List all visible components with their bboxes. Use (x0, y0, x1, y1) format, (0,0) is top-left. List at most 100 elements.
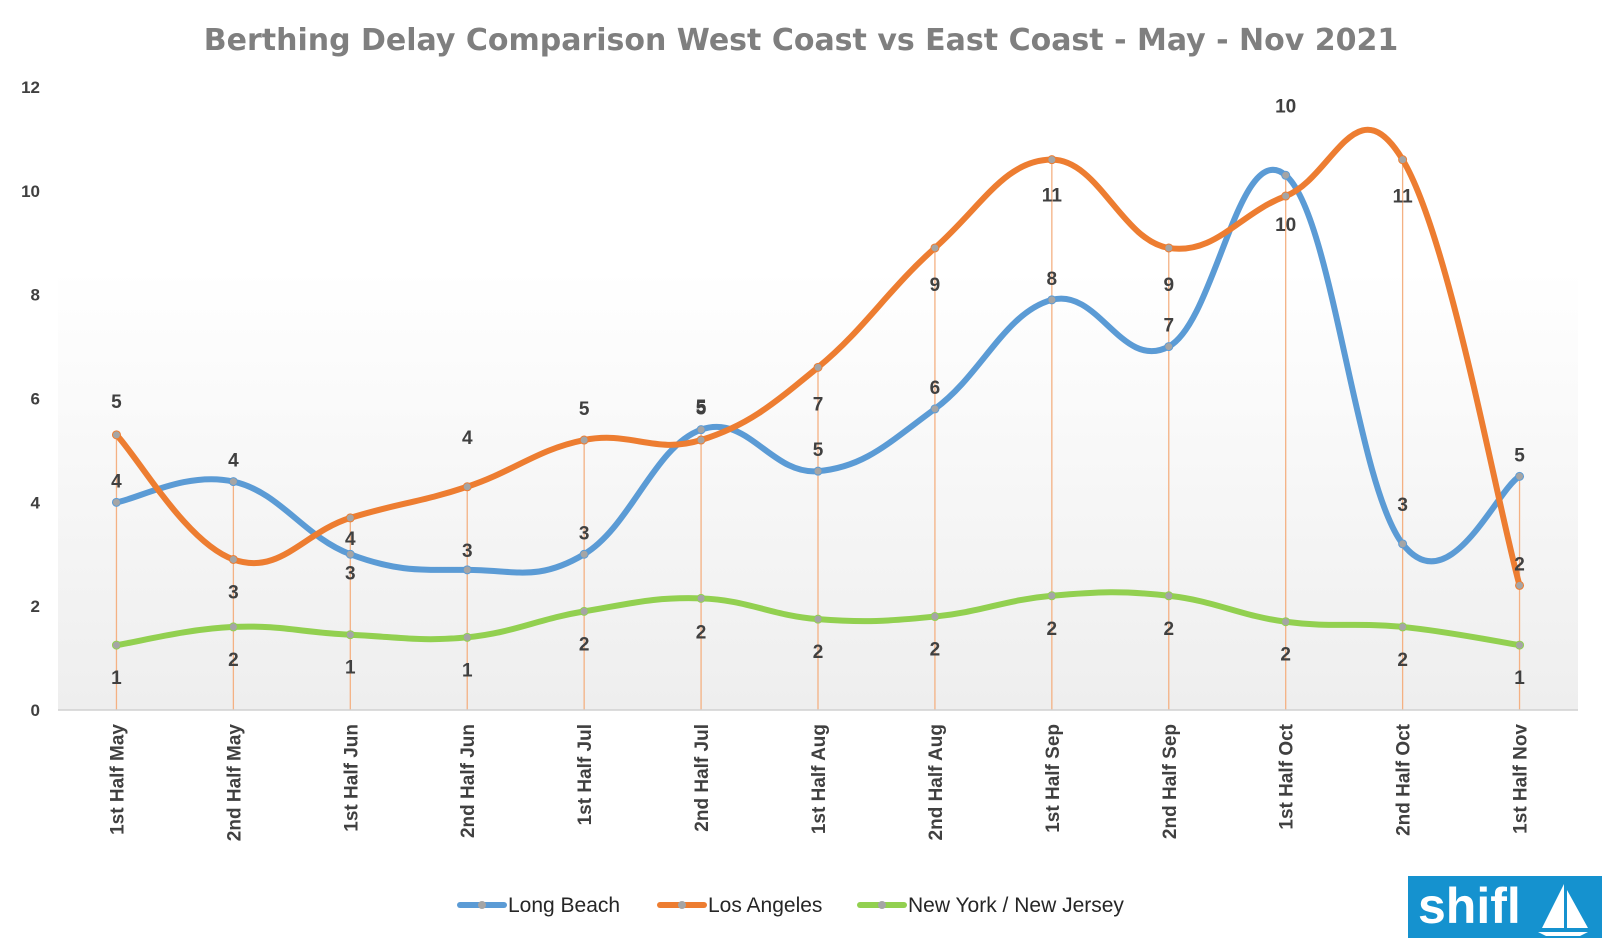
x-tick-label: 2nd Half Aug (926, 724, 947, 840)
data-label-new-york-new-jersey: 2 (579, 634, 590, 655)
data-label-new-york-new-jersey: 2 (930, 640, 941, 661)
data-label-new-york-new-jersey: 1 (1514, 668, 1525, 689)
data-point-long-beach (228, 477, 238, 487)
data-label-long-beach: 8 (1047, 269, 1058, 290)
x-tick-label: 2nd Half Oct (1394, 723, 1415, 836)
data-label-long-beach: 4 (111, 471, 122, 492)
data-point-long-beach (1164, 342, 1174, 352)
data-label-new-york-new-jersey: 2 (1163, 619, 1174, 640)
data-point-new-york-new-jersey (462, 632, 472, 642)
data-label-long-beach: 3 (462, 541, 473, 562)
data-point-new-york-new-jersey (228, 622, 238, 632)
data-point-los-angeles (1281, 191, 1291, 201)
data-label-los-angeles: 10 (1275, 215, 1296, 236)
sailboat-icon (1538, 884, 1588, 936)
data-point-long-beach (1047, 295, 1057, 305)
data-label-new-york-new-jersey: 2 (696, 622, 707, 643)
data-point-los-angeles (1047, 155, 1057, 165)
data-label-long-beach: 4 (228, 451, 239, 472)
legend-label-los-angeles: Los Angeles (708, 894, 822, 917)
shifl-logo: shifl (1408, 876, 1602, 938)
x-axis-ticks: 1st Half May 2nd Half May 1st Half Jun 2nd … (107, 723, 1531, 841)
data-point-los-angeles (345, 513, 355, 523)
y-axis-ticks: 0 2 4 6 8 10 12 (21, 78, 40, 720)
data-label-new-york-new-jersey: 1 (462, 660, 473, 681)
x-tick-label: 2nd Half Jul (692, 724, 713, 832)
logo-text: shifl (1418, 878, 1521, 934)
data-label-new-york-new-jersey: 2 (1047, 619, 1058, 640)
data-point-long-beach (1515, 471, 1525, 481)
data-label-los-angeles: 3 (228, 582, 239, 603)
data-point-new-york-new-jersey (813, 614, 823, 624)
data-label-long-beach: 3 (1397, 495, 1408, 516)
data-label-los-angeles: 9 (930, 275, 941, 296)
data-point-los-angeles (696, 435, 706, 445)
series-line-long-beach (113, 166, 1523, 576)
y-tick-label: 4 (31, 493, 41, 512)
x-tick-label: 2nd Half Sep (1160, 724, 1181, 839)
data-label-new-york-new-jersey: 2 (228, 650, 239, 671)
data-point-los-angeles (111, 430, 121, 440)
y-tick-label: 10 (21, 182, 40, 201)
x-tick-label: 1st Half Oct (1277, 723, 1298, 829)
data-point-new-york-new-jersey (1281, 617, 1291, 627)
data-label-new-york-new-jersey: 1 (111, 668, 122, 689)
data-label-long-beach: 3 (579, 523, 590, 544)
data-point-los-angeles (930, 243, 940, 253)
data-label-los-angeles: 7 (813, 394, 824, 415)
data-point-new-york-new-jersey (1164, 591, 1174, 601)
data-point-new-york-new-jersey (696, 593, 706, 603)
data-point-new-york-new-jersey (930, 612, 940, 622)
data-label-new-york-new-jersey: 2 (1397, 650, 1408, 671)
chart-title: Berthing Delay Comparison West Coast vs … (204, 23, 1399, 58)
data-point-new-york-new-jersey (579, 606, 589, 616)
x-tick-label: 1st Half Sep (1043, 724, 1064, 833)
legend-marker-los-angeles (678, 901, 686, 909)
data-label-los-angeles: 11 (1042, 186, 1063, 207)
data-point-los-angeles (1515, 580, 1525, 590)
x-tick-label: 2nd Half May (224, 724, 245, 842)
data-point-long-beach (930, 404, 940, 414)
data-point-los-angeles (1398, 155, 1408, 165)
data-point-los-angeles (579, 435, 589, 445)
data-label-long-beach: 6 (930, 378, 941, 399)
data-point-long-beach (813, 466, 823, 476)
data-point-new-york-new-jersey (1047, 591, 1057, 601)
x-tick-label: 1st Half Aug (809, 724, 830, 834)
x-tick-label: 2nd Half Jun (458, 724, 479, 838)
data-point-los-angeles (228, 554, 238, 564)
data-point-long-beach (1398, 539, 1408, 549)
y-tick-label: 12 (21, 78, 40, 97)
data-label-long-beach: 7 (1163, 316, 1174, 337)
data-label-long-beach: 5 (813, 440, 824, 461)
data-point-new-york-new-jersey (1515, 640, 1525, 650)
legend-marker-new-york-new-jersey (878, 901, 886, 909)
data-point-los-angeles (1164, 243, 1174, 253)
data-label-los-angeles: 2 (1514, 554, 1525, 575)
series-points (111, 155, 1525, 650)
data-label-los-angeles: 5 (579, 399, 590, 420)
data-label-new-york-new-jersey: 2 (1280, 645, 1291, 666)
data-label-los-angeles: 11 (1393, 187, 1414, 208)
data-point-long-beach (579, 549, 589, 559)
data-point-new-york-new-jersey (111, 640, 121, 650)
data-point-long-beach (462, 565, 472, 575)
data-label-new-york-new-jersey: 1 (345, 658, 356, 679)
data-label-long-beach: 5 (1514, 445, 1525, 466)
legend-marker-long-beach (478, 901, 486, 909)
data-point-los-angeles (462, 482, 472, 492)
data-label-long-beach: 10 (1275, 96, 1296, 117)
x-tick-label: 1st Half Jul (575, 724, 596, 825)
data-label-new-york-new-jersey: 2 (813, 642, 824, 663)
y-tick-label: 6 (31, 390, 40, 409)
y-tick-label: 2 (31, 597, 40, 616)
y-tick-label: 8 (31, 286, 40, 305)
legend: Long Beach Los Angeles New York / New Jers… (457, 894, 1124, 917)
data-label-long-beach: 5 (696, 399, 707, 420)
x-tick-label: 1st Half May (107, 724, 128, 835)
data-point-los-angeles (813, 362, 823, 372)
data-point-long-beach (696, 425, 706, 435)
legend-label-new-york-new-jersey: New York / New Jersey (908, 894, 1124, 917)
